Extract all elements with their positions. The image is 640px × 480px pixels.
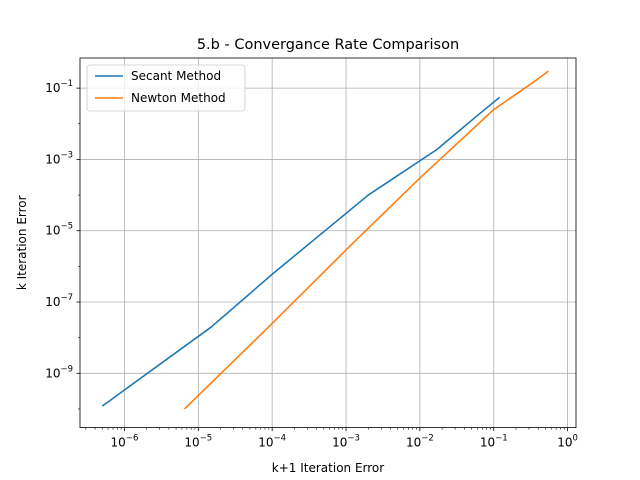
plot-frame bbox=[79, 57, 577, 429]
series-lines bbox=[101, 70, 549, 410]
legend-box bbox=[86, 64, 246, 112]
grid bbox=[80, 58, 576, 428]
axis-ticks: 10−6 10−5 10−4 10−3 10−2 10−1 10010−910−710−51… bbox=[45, 79, 578, 449]
plot-area bbox=[80, 58, 576, 428]
y-axis-title: k Iteration Error bbox=[15, 195, 29, 290]
chart-title: 5.b - Convergance Rate Comparison bbox=[197, 37, 459, 53]
x-axis-title: k+1 Iteration Error bbox=[272, 461, 384, 475]
legend-label-1: Newton Method bbox=[131, 91, 226, 105]
legend-label-0: Secant Method bbox=[131, 69, 221, 83]
legend: Secant Method Newton Method bbox=[86, 64, 246, 112]
series-line-1 bbox=[183, 70, 549, 410]
series-line-0 bbox=[101, 96, 501, 407]
